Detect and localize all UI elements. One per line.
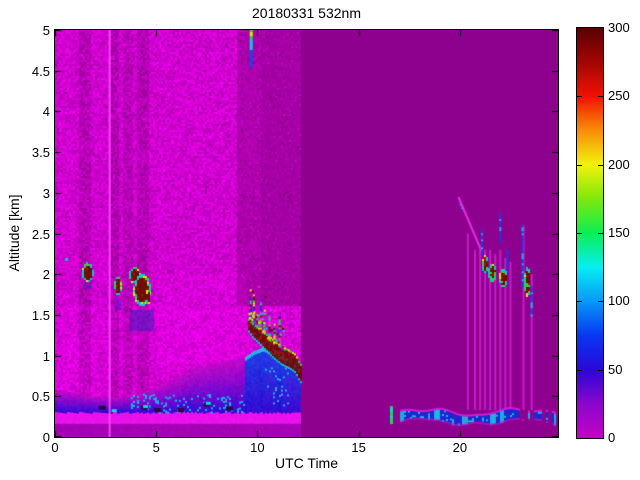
y-tick-label: 4 — [42, 104, 50, 120]
y-tick-label: 2.5 — [31, 226, 50, 242]
y-tick-label: 3 — [42, 185, 50, 201]
colorbar-tick — [577, 233, 582, 234]
colorbar-tick-label: 0 — [608, 430, 616, 445]
heatmap-canvas — [55, 30, 558, 437]
colorbar-tick — [577, 96, 582, 98]
colorbar — [576, 27, 604, 439]
chart-title: 20180331 532nm — [252, 5, 361, 21]
y-tick-label: 0.5 — [31, 389, 50, 405]
y-tick-label: 2 — [42, 267, 50, 283]
colorbar-tick-label: 250 — [608, 88, 630, 104]
colorbar-gradient — [577, 28, 603, 438]
y-tick-label: 5 — [42, 23, 50, 38]
colorbar-tick-label: 150 — [608, 225, 630, 240]
y-tick-label: 0 — [42, 430, 50, 445]
colorbar-tick — [577, 164, 582, 166]
x-tick-label: 10 — [250, 440, 265, 455]
colorbar-tick-label: 300 — [608, 20, 630, 35]
x-tick-label: 5 — [152, 440, 160, 455]
y-tick-label: 1.5 — [31, 307, 50, 323]
y-tick-label: 1 — [42, 348, 50, 364]
y-tick-label: 3.5 — [31, 145, 50, 161]
colorbar-tick — [598, 164, 603, 166]
colorbar-tick — [598, 233, 603, 234]
colorbar-tick-label: 100 — [608, 293, 630, 309]
x-axis-label: UTC Time — [275, 455, 338, 471]
plot-area — [54, 29, 559, 438]
x-tick-label: 0 — [51, 440, 59, 455]
y-tick-label: 4.5 — [31, 63, 50, 79]
colorbar-tick-label: 200 — [608, 156, 630, 172]
colorbar-tick-label: 50 — [608, 361, 623, 377]
x-tick-label: 20 — [452, 440, 468, 455]
colorbar-tick — [598, 96, 603, 98]
colorbar-tick — [577, 369, 582, 371]
colorbar-tick — [577, 301, 582, 303]
colorbar-tick — [598, 301, 603, 303]
colorbar-tick — [598, 369, 603, 371]
x-tick-label: 15 — [351, 440, 366, 455]
